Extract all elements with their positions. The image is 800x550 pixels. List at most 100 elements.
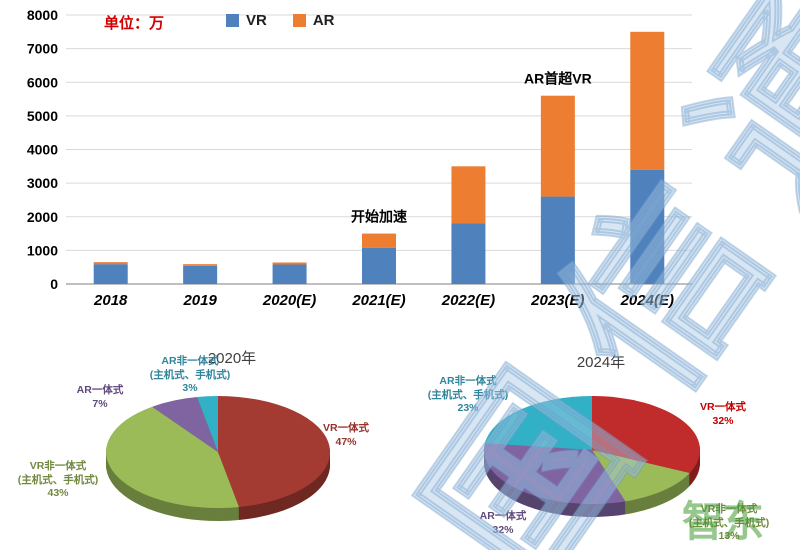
pie-slice (218, 399, 331, 511)
pie-slice (106, 417, 239, 520)
gridlines (66, 14, 692, 285)
pie-slice (197, 397, 218, 454)
pie-slice (106, 412, 239, 515)
pie-slice-label: AR非一体式 (主机式、手机式) 23% (427, 375, 509, 415)
bar-vr-2018 (93, 264, 128, 284)
ar-legend-label: AR (312, 12, 335, 29)
pie-slice (592, 397, 700, 474)
bar-ar-2024(E) (630, 31, 665, 170)
bar-annotation: AR首超VR (524, 71, 592, 87)
x-axis-label: 2020(E) (262, 292, 316, 309)
pie-slice (218, 405, 331, 517)
pie-slice (592, 459, 690, 511)
pie-slice (197, 399, 218, 455)
pie-slice (592, 404, 700, 481)
pie-slice (152, 407, 218, 463)
unit-label: 单位：万 (104, 15, 165, 32)
pie-slice (218, 408, 331, 520)
pie-slice (592, 457, 690, 509)
pie-slice (483, 453, 626, 515)
y-axis-tick-label: 4000 (27, 142, 58, 158)
pie-slice (106, 407, 239, 510)
pie-slice (218, 398, 331, 510)
pie-slice (483, 456, 626, 518)
corner-logo-text: 智东西 (682, 498, 764, 545)
y-axis-tick-label: 1000 (27, 242, 58, 258)
bar-vr-2023(E) (540, 196, 575, 284)
pie-slice-label: VR非一体式 (主机式、手机式) 13% (688, 503, 770, 543)
pie-slice (197, 403, 218, 459)
pie-slice (484, 402, 592, 456)
pie-slice (483, 447, 626, 509)
pie-slice (484, 405, 592, 459)
pie-slice (592, 456, 690, 508)
pie-slice (152, 399, 218, 455)
pie-slice (152, 398, 218, 454)
pie-slice (106, 411, 239, 514)
pie-slice (197, 404, 218, 460)
bar-ar-2020(E) (272, 262, 307, 265)
pie-chart-2020年 (106, 396, 331, 522)
pie-slice (152, 408, 218, 464)
pie-slice (592, 409, 700, 486)
bar-ar-2022(E) (451, 166, 486, 224)
pie-slice (592, 454, 690, 506)
pie-slice (106, 413, 239, 516)
y-axis-tick-label: 6000 (27, 74, 58, 90)
pie-slice (106, 418, 239, 521)
pie-slice (197, 408, 218, 464)
bar-annotation: 开始加速 (351, 209, 407, 225)
pie-slice (483, 443, 626, 505)
pie-slice (152, 409, 218, 465)
pie-slice (106, 408, 239, 511)
pie-slice (218, 397, 331, 509)
pie-slice (484, 398, 592, 452)
x-axis-label: 2024(E) (620, 292, 674, 309)
pie-slice (152, 397, 218, 453)
pie-slice (152, 400, 218, 456)
pie-slice (592, 453, 690, 505)
bar-ar-2018 (93, 262, 128, 265)
pie-slice (592, 402, 700, 479)
pie-slice (483, 444, 626, 506)
pie-slice (152, 396, 218, 452)
pie-slice (592, 407, 700, 484)
pie-slice (483, 455, 626, 517)
pie-slice (484, 403, 592, 458)
pie-slice (197, 402, 218, 458)
pie-slice (592, 455, 690, 507)
pie-slice (197, 406, 218, 462)
pie-slice-label: VR非一体式 (主机式、手机式) 43% (17, 460, 99, 500)
pie-slice (484, 397, 592, 451)
legend-item-vr: VR (226, 12, 267, 29)
pie-slice (484, 399, 592, 453)
vr-legend-label: VR (246, 12, 267, 29)
pie-slice (218, 407, 331, 519)
pie-slice (592, 460, 690, 512)
pie-slice (197, 397, 218, 453)
pie-slice (152, 404, 218, 460)
pie-slice-label: AR非一体式 (主机式、手机式) 3% (149, 355, 231, 395)
x-axis-label: 2019 (182, 292, 217, 309)
pie-slice (483, 449, 626, 511)
pie-slice (218, 400, 331, 512)
pie-slice (592, 398, 700, 475)
pie-slice (483, 445, 626, 507)
bar-vr-2019 (183, 265, 218, 284)
pie-slice (483, 446, 626, 508)
pie-slice (592, 458, 690, 510)
pie-slice (152, 402, 218, 458)
x-axis-label: 2023(E) (530, 292, 584, 309)
pie-slice (484, 409, 592, 463)
pie-slice (484, 399, 592, 454)
pie-slice (106, 414, 239, 517)
pie-slice (152, 406, 218, 462)
pie-slice (218, 404, 331, 516)
pie-slice (483, 451, 626, 513)
pie-slice (197, 407, 218, 463)
bar-chart-legend: VR AR (226, 12, 335, 29)
x-axis-label: 2018 (93, 292, 128, 309)
pie-slice (152, 401, 218, 457)
y-axis-tick-label: 3000 (27, 175, 58, 191)
